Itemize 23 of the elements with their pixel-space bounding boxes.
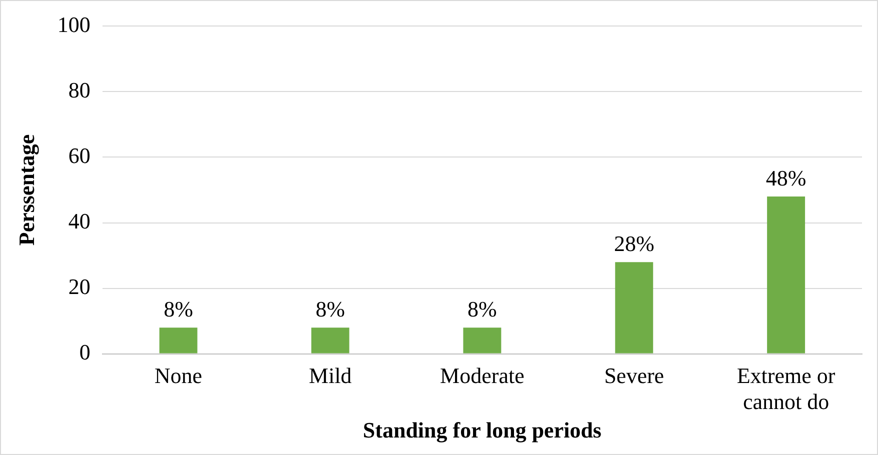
- data-label: 28%: [614, 230, 654, 256]
- bar: [463, 328, 502, 354]
- y-tick-label: 40: [68, 208, 90, 234]
- x-tick-label: Mild: [308, 362, 352, 388]
- y-tick-label: 20: [68, 274, 90, 300]
- x-tick-label: Extreme or cannot do: [736, 362, 836, 414]
- data-label: 48%: [766, 165, 806, 190]
- data-label: 8%: [164, 296, 194, 322]
- bar: [615, 262, 654, 354]
- x-axis-title: Standing for long periods: [362, 417, 602, 442]
- data-label: 8%: [316, 296, 345, 322]
- bar: [767, 196, 806, 354]
- y-tick-label: 100: [57, 12, 90, 37]
- y-tick-label: 0: [79, 340, 90, 365]
- x-tick-label: Moderate: [440, 362, 524, 388]
- y-axis-title: Perssentage: [14, 134, 39, 246]
- bar: [159, 328, 198, 354]
- y-tick-label: 80: [68, 78, 90, 102]
- y-tick-label: 60: [68, 143, 90, 168]
- data-label: 8%: [468, 296, 497, 322]
- bar: [311, 328, 350, 354]
- x-tick-label: Severe: [604, 362, 664, 388]
- x-tick-label: None: [154, 362, 202, 388]
